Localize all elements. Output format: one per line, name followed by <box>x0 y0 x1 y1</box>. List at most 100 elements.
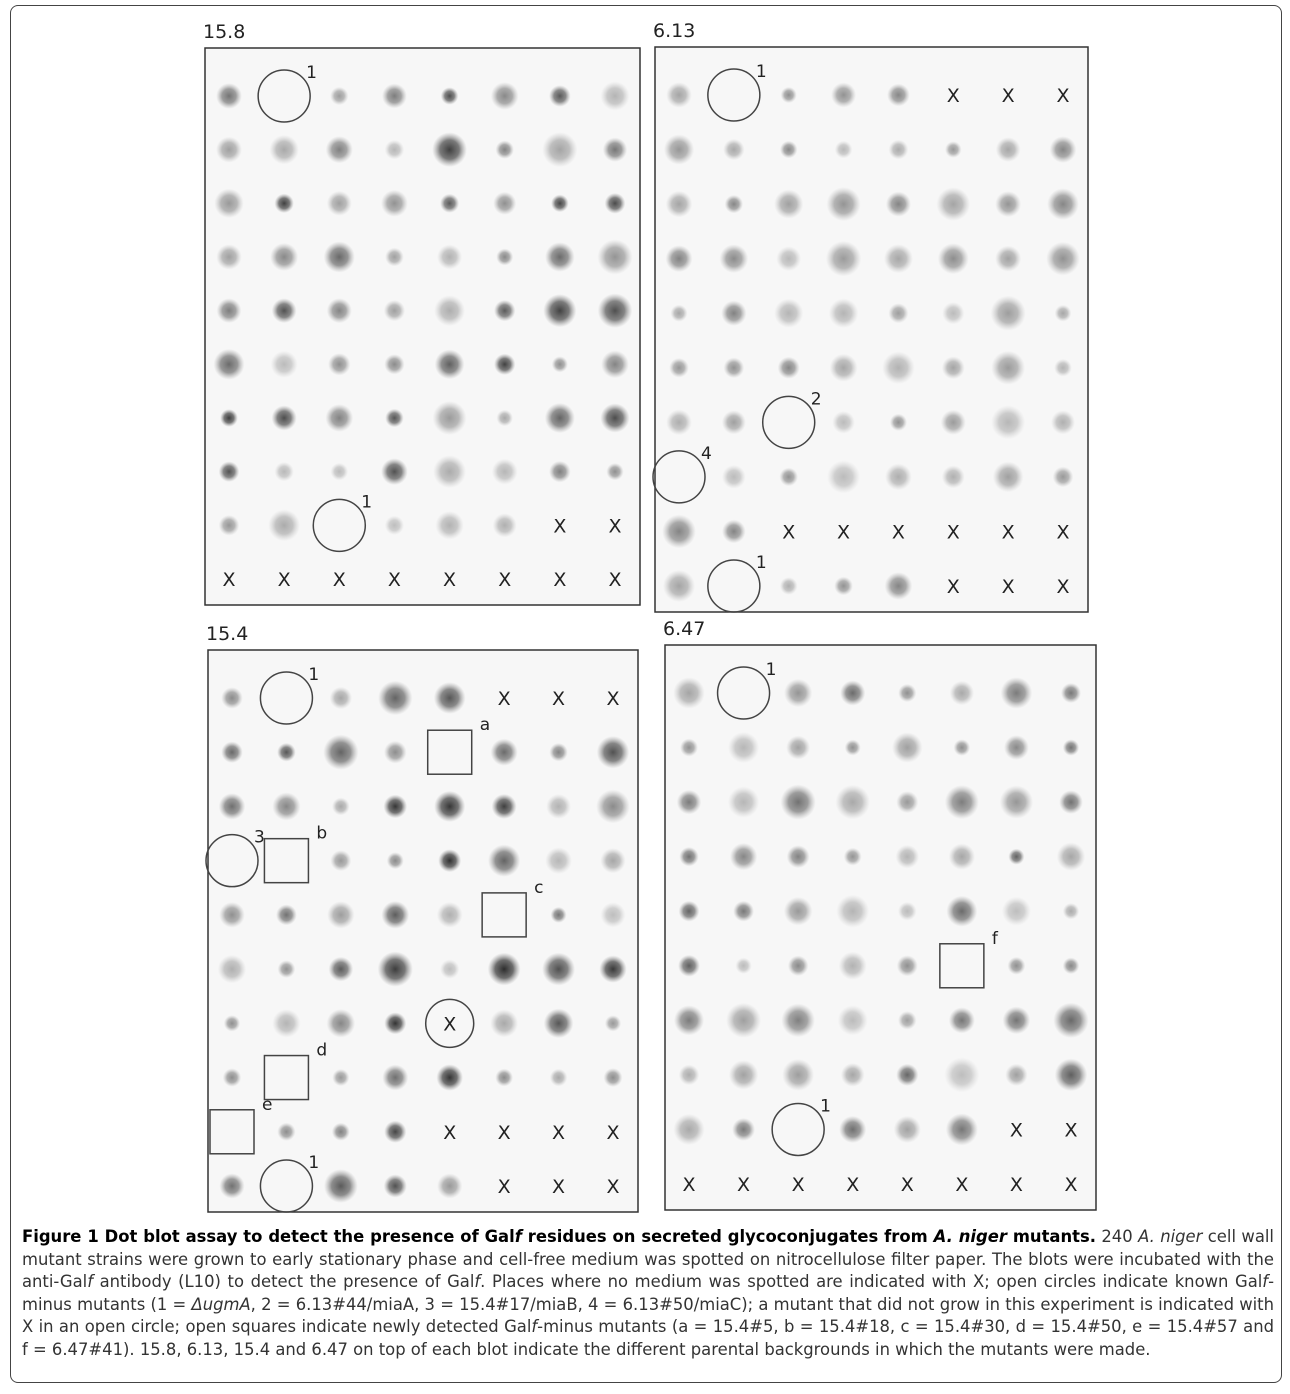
dot <box>494 354 515 375</box>
caption-run: f <box>515 1227 522 1246</box>
dot <box>780 784 815 819</box>
dot <box>884 244 913 273</box>
dot <box>941 410 966 435</box>
dot <box>332 798 350 816</box>
caption-run: ΔugmA <box>191 1295 250 1314</box>
dot <box>776 246 801 271</box>
dot <box>733 901 754 922</box>
dot <box>726 1003 761 1038</box>
dot <box>224 1015 240 1031</box>
dot <box>898 684 916 702</box>
empty-mark: X <box>837 521 850 543</box>
dot <box>666 409 692 435</box>
dot <box>725 195 743 213</box>
dot <box>729 1060 758 1089</box>
dot <box>438 849 461 872</box>
empty-mark: X <box>947 521 960 543</box>
dot <box>491 82 519 110</box>
dot <box>603 137 627 161</box>
empty-mark: X <box>947 576 960 598</box>
caption-run: residues on secreted glycoconjugates fro… <box>522 1227 934 1246</box>
dot <box>221 741 243 763</box>
empty-mark: X <box>552 688 565 710</box>
dot <box>277 743 296 762</box>
dot <box>600 81 629 110</box>
dot <box>330 850 351 871</box>
dot <box>838 1005 868 1035</box>
dot <box>1008 957 1026 975</box>
dot <box>550 1069 568 1087</box>
dot <box>888 303 908 323</box>
empty-mark: X <box>1010 1174 1023 1196</box>
caption-run: A. niger <box>1138 1227 1202 1246</box>
dot <box>496 140 514 158</box>
dot <box>896 791 918 813</box>
dot <box>492 794 517 819</box>
caption: Figure 1 Dot blot assay to detect the pr… <box>22 1226 1274 1361</box>
circle-label: 1 <box>306 63 317 83</box>
dot <box>938 243 969 274</box>
dot <box>384 795 408 819</box>
dot <box>490 1009 518 1037</box>
blot <box>655 47 1088 612</box>
dot <box>495 1069 513 1087</box>
dot <box>220 409 238 427</box>
dot <box>276 904 297 925</box>
empty-mark: X <box>443 569 456 591</box>
dot <box>1059 790 1083 814</box>
dot <box>218 955 246 983</box>
empty-mark: X <box>443 1013 456 1035</box>
empty-mark: X <box>552 1122 565 1144</box>
empty-mark: X <box>498 569 511 591</box>
dot <box>889 140 909 160</box>
dot <box>1053 467 1074 488</box>
dot <box>435 349 465 379</box>
dot <box>840 680 865 705</box>
dot <box>601 350 629 378</box>
dot <box>384 741 407 764</box>
dot <box>494 300 515 321</box>
dot <box>898 902 917 921</box>
empty-mark: X <box>552 1176 565 1198</box>
dot <box>219 793 246 820</box>
empty-mark: X <box>1056 576 1069 598</box>
dot <box>385 516 404 535</box>
dot <box>378 952 413 987</box>
dot <box>1063 903 1079 919</box>
empty-mark: X <box>498 688 511 710</box>
dot <box>597 736 630 769</box>
dot <box>944 1057 979 1092</box>
dot <box>1063 957 1080 974</box>
dot <box>945 785 979 819</box>
dot <box>599 955 626 982</box>
empty-mark: X <box>782 521 795 543</box>
empty-mark: X <box>1010 1119 1023 1141</box>
dot <box>827 187 861 221</box>
dot <box>895 845 919 869</box>
circle-label: 1 <box>766 660 777 680</box>
empty-mark: X <box>553 515 566 537</box>
dot <box>605 1015 621 1031</box>
dot <box>724 357 745 378</box>
blot <box>665 645 1096 1210</box>
dot <box>488 953 521 986</box>
dot <box>545 242 575 272</box>
dot <box>942 465 965 488</box>
dot <box>1003 1007 1031 1035</box>
dot <box>673 1114 704 1145</box>
dot <box>663 570 695 602</box>
empty-mark: X <box>1056 85 1069 107</box>
dot <box>278 960 296 978</box>
circle-label: 1 <box>308 665 319 685</box>
empty-mark: X <box>278 569 291 591</box>
dot <box>774 189 803 218</box>
dot <box>996 137 1021 162</box>
dot <box>385 409 404 428</box>
empty-mark: X <box>1056 521 1069 543</box>
dot <box>942 302 964 324</box>
empty-mark: X <box>792 1174 805 1196</box>
dot <box>664 134 694 164</box>
empty-mark: X <box>498 1122 511 1144</box>
empty-mark: X <box>222 569 235 591</box>
dot <box>382 1065 408 1091</box>
